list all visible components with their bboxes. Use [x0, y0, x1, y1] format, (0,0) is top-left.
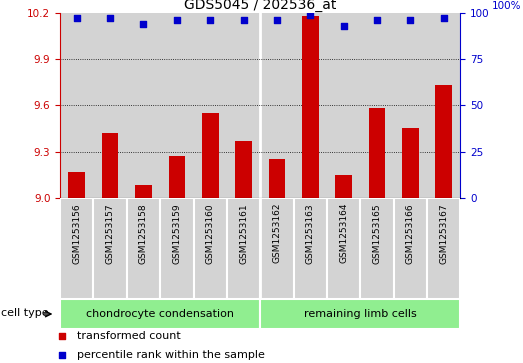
Bar [260, 13, 293, 198]
Point [373, 17, 381, 23]
Text: GSM1253162: GSM1253162 [272, 203, 281, 264]
Bar [302, 16, 319, 198]
Bar [394, 13, 427, 198]
Point [139, 21, 147, 27]
Bar [427, 13, 460, 198]
Text: GSM1253159: GSM1253159 [173, 203, 181, 264]
Bar [60, 198, 94, 299]
Text: GSM1253167: GSM1253167 [439, 203, 448, 264]
Bar [360, 13, 393, 198]
Bar [160, 198, 194, 299]
Text: chondrocyte condensation: chondrocyte condensation [86, 309, 234, 319]
Bar [194, 198, 227, 299]
Point [106, 15, 115, 21]
Bar [127, 13, 160, 198]
Bar [327, 198, 360, 299]
Text: percentile rank within the sample: percentile rank within the sample [77, 350, 265, 360]
Bar [102, 133, 119, 198]
Point [240, 17, 248, 23]
Text: remaining limb cells: remaining limb cells [304, 309, 417, 319]
Bar [293, 198, 327, 299]
Bar [260, 198, 293, 299]
Bar [360, 198, 393, 299]
Text: cell type: cell type [1, 307, 49, 318]
Bar [268, 159, 285, 198]
Bar [60, 13, 94, 198]
Point [439, 15, 448, 21]
Text: GSM1253164: GSM1253164 [339, 203, 348, 264]
Text: GSM1253156: GSM1253156 [72, 203, 81, 264]
Bar [369, 108, 385, 198]
Bar [202, 113, 219, 198]
Bar [94, 198, 127, 299]
Point [339, 23, 348, 29]
Text: GSM1253165: GSM1253165 [372, 203, 381, 264]
Bar [160, 13, 194, 198]
Text: transformed count: transformed count [77, 331, 181, 340]
Bar [394, 198, 427, 299]
Point [173, 17, 181, 23]
Text: 100%: 100% [492, 1, 522, 11]
Bar [168, 156, 185, 198]
Bar [235, 141, 252, 198]
Bar [127, 198, 160, 299]
Text: GSM1253157: GSM1253157 [106, 203, 115, 264]
Point [58, 333, 66, 338]
Bar [435, 85, 452, 198]
Bar [69, 172, 85, 198]
Point [306, 12, 314, 17]
Bar [135, 185, 152, 198]
Bar [327, 13, 360, 198]
Text: GSM1253158: GSM1253158 [139, 203, 148, 264]
Bar [293, 13, 327, 198]
Point [73, 15, 81, 21]
Bar [260, 299, 460, 329]
Point [58, 352, 66, 358]
Bar [227, 13, 260, 198]
Bar [402, 129, 418, 198]
Text: GSM1253163: GSM1253163 [306, 203, 315, 264]
Bar [94, 13, 127, 198]
Text: GSM1253161: GSM1253161 [239, 203, 248, 264]
Bar [60, 299, 260, 329]
Point [272, 17, 281, 23]
Bar [427, 198, 460, 299]
Text: GSM1253166: GSM1253166 [406, 203, 415, 264]
Bar [194, 13, 227, 198]
Bar [335, 175, 352, 198]
Point [406, 17, 414, 23]
Title: GDS5045 / 202536_at: GDS5045 / 202536_at [184, 0, 336, 12]
Point [206, 17, 214, 23]
Bar [227, 198, 260, 299]
Text: GSM1253160: GSM1253160 [206, 203, 214, 264]
